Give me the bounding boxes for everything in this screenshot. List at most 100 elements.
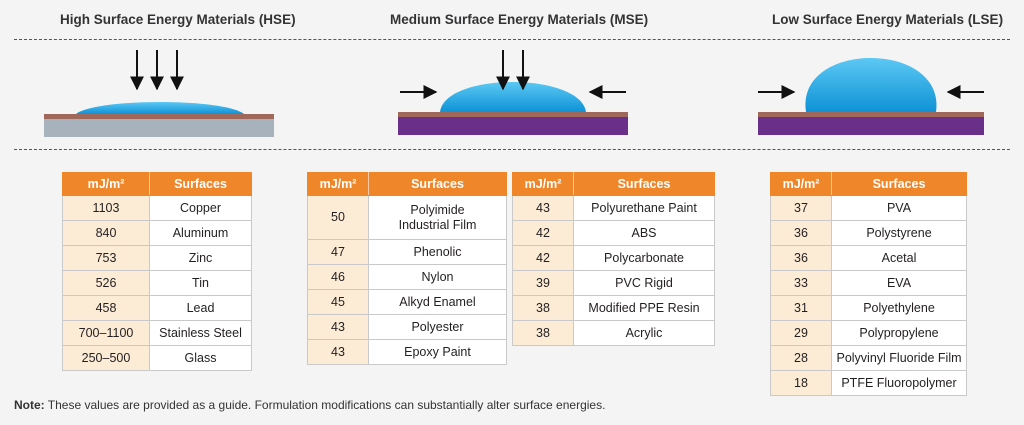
energy-value: 38 [512, 295, 574, 321]
table-row: 45 Alkyd Enamel [307, 289, 507, 315]
energy-value: 36 [770, 245, 832, 271]
surface-name: Polypropylene [831, 320, 967, 346]
table-header-row: mJ/m² Surfaces [512, 172, 715, 196]
energy-value: 18 [770, 370, 832, 396]
surface-name: Alkyd Enamel [368, 289, 507, 315]
table-header-row: mJ/m² Surfaces [62, 172, 252, 196]
surface-name: Polystyrene [831, 220, 967, 246]
surface-name: Acetal [831, 245, 967, 271]
mse-droplet [440, 82, 586, 112]
table-row: 33 EVA [770, 270, 967, 296]
energy-value: 39 [512, 270, 574, 296]
table-row: 47 Phenolic [307, 239, 507, 265]
lse-film [758, 112, 984, 117]
unit-header: mJ/m² [770, 172, 832, 196]
energy-value: 250–500 [62, 345, 150, 371]
energy-value: 700–1100 [62, 320, 150, 346]
table-row: 18 PTFE Fluoropolymer [770, 370, 967, 396]
hse-heading: High Surface Energy Materials (HSE) [60, 12, 296, 27]
mse-table-2: mJ/m² Surfaces 43 Polyurethane Paint 42 AB… [512, 172, 715, 346]
note-label: Note: [14, 398, 45, 412]
surface-name: PVC Rigid [573, 270, 715, 296]
table-row: 28 Polyvinyl Fluoride Film [770, 345, 967, 371]
energy-value: 29 [770, 320, 832, 346]
surface-name: EVA [831, 270, 967, 296]
lse-diagram [758, 58, 984, 135]
hse-diagram [44, 50, 274, 137]
table-row: 458 Lead [62, 295, 252, 321]
table-row: 31 Polyethylene [770, 295, 967, 321]
table-row: 36 Acetal [770, 245, 967, 271]
table-row: 36 Polystyrene [770, 220, 967, 246]
surface-name: Acrylic [573, 320, 715, 346]
hse-droplet [76, 102, 244, 114]
energy-value: 45 [307, 289, 369, 315]
table-row: 526 Tin [62, 270, 252, 296]
energy-value: 43 [307, 314, 369, 340]
surface-name: Aluminum [149, 220, 252, 246]
table-row: 250–500 Glass [62, 345, 252, 371]
energy-value: 43 [307, 339, 369, 365]
surface-name: Phenolic [368, 239, 507, 265]
energy-value: 458 [62, 295, 150, 321]
energy-value: 37 [770, 195, 832, 221]
energy-value: 526 [62, 270, 150, 296]
energy-value: 42 [512, 220, 574, 246]
table-header-row: mJ/m² Surfaces [307, 172, 507, 196]
surface-name: Stainless Steel [149, 320, 252, 346]
lse-table: mJ/m² Surfaces 37 PVA 36 Polystyrene 36 Ace… [770, 172, 967, 396]
energy-value: 33 [770, 270, 832, 296]
energy-value: 28 [770, 345, 832, 371]
surface-name: Zinc [149, 245, 252, 271]
mse-substrate [398, 117, 628, 135]
table-row: 42 ABS [512, 220, 715, 246]
energy-value: 43 [512, 195, 574, 221]
energy-value: 46 [307, 264, 369, 290]
energy-value: 1103 [62, 195, 150, 221]
table-row: 39 PVC Rigid [512, 270, 715, 296]
surface-name: Nylon [368, 264, 507, 290]
hse-film [44, 114, 274, 119]
mse-table-1: mJ/m² Surfaces 50 Polyimide Industrial Fi… [307, 172, 507, 365]
middle-divider [14, 149, 1010, 150]
unit-header: mJ/m² [307, 172, 369, 196]
surface-name: Polyvinyl Fluoride Film [831, 345, 967, 371]
note-text: These values are provided as a guide. Fo… [44, 398, 606, 412]
surface-name: Polycarbonate [573, 245, 715, 271]
table-row: 43 Polyester [307, 314, 507, 340]
footnote: Note: These values are provided as a gui… [14, 398, 605, 412]
surfaces-header: Surfaces [368, 172, 507, 196]
energy-value: 840 [62, 220, 150, 246]
hse-table: mJ/m² Surfaces 1103 Copper 840 Aluminum 75… [62, 172, 252, 371]
table-row: 29 Polypropylene [770, 320, 967, 346]
unit-header: mJ/m² [62, 172, 150, 196]
mse-diagram [398, 50, 628, 135]
mse-heading: Medium Surface Energy Materials (MSE) [390, 12, 649, 27]
lse-substrate [758, 117, 984, 135]
lse-heading: Low Surface Energy Materials (LSE) [772, 12, 1004, 27]
surfaces-header: Surfaces [831, 172, 967, 196]
surface-name: Lead [149, 295, 252, 321]
hse-substrate [44, 119, 274, 137]
surface-name: Copper [149, 195, 252, 221]
surface-name: Epoxy Paint [368, 339, 507, 365]
table-row: 42 Polycarbonate [512, 245, 715, 271]
surface-name: PTFE Fluoropolymer [831, 370, 967, 396]
surface-name: Modified PPE Resin [573, 295, 715, 321]
surface-name: PVA [831, 195, 967, 221]
surface-name: Polyester [368, 314, 507, 340]
droplet-diagrams [44, 50, 984, 137]
table-row: 50 Polyimide Industrial Film [307, 195, 507, 240]
table-row: 43 Epoxy Paint [307, 339, 507, 365]
energy-value: 38 [512, 320, 574, 346]
table-row: 43 Polyurethane Paint [512, 195, 715, 221]
surface-name: Polyimide Industrial Film [368, 195, 507, 240]
mse-film [398, 112, 628, 117]
energy-value: 50 [307, 195, 369, 240]
unit-header: mJ/m² [512, 172, 574, 196]
surface-name: Polyurethane Paint [573, 195, 715, 221]
surface-name: Glass [149, 345, 252, 371]
table-row: 38 Modified PPE Resin [512, 295, 715, 321]
surfaces-header: Surfaces [573, 172, 715, 196]
table-row: 37 PVA [770, 195, 967, 221]
